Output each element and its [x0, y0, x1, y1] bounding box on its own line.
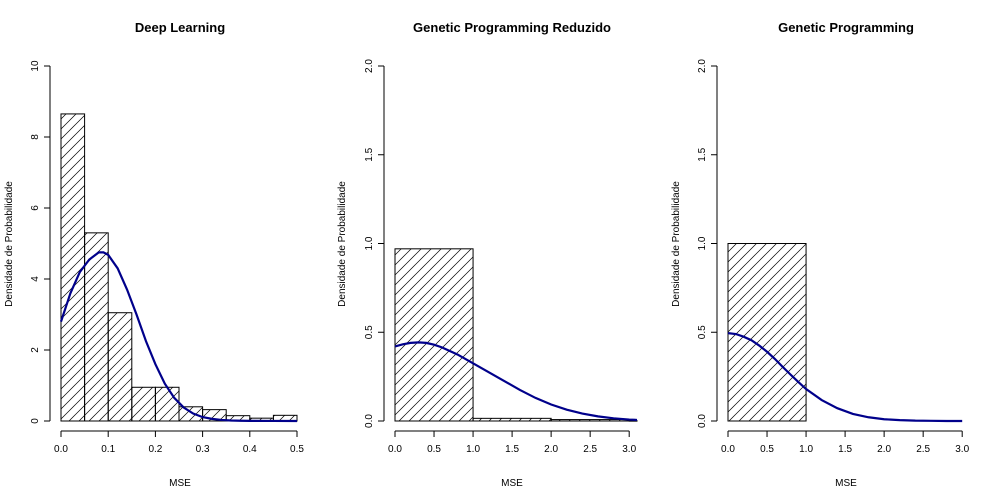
y-tick-label: 0 — [30, 418, 41, 424]
y-tick-label: 0.0 — [697, 414, 708, 428]
chart-deep-learning: Deep Learning MSE Densidade de Probabili… — [4, 20, 304, 489]
y-tick-label: 1.5 — [364, 147, 375, 161]
x-tick-label: 0.0 — [54, 444, 68, 455]
histogram-bar — [550, 419, 630, 422]
x-axis: 0.0 0.1 0.2 0.3 0.4 0.5 — [54, 430, 304, 455]
x-tick-label: 0.5 — [427, 444, 441, 455]
x-tick-label: 2.5 — [916, 444, 930, 455]
chart-title: Deep Learning — [135, 20, 225, 35]
x-tick-label: 0.0 — [388, 444, 402, 455]
x-tick-label: 0.5 — [760, 444, 774, 455]
y-tick-label: 2 — [30, 347, 41, 353]
x-axis-label: MSE — [835, 478, 857, 489]
y-axis-label: Densidade de Probabilidade — [4, 181, 15, 307]
x-tick-label: 1.5 — [505, 444, 519, 455]
x-axis-label: MSE — [169, 478, 191, 489]
chart-genetic-programming-reduzido: Genetic Programming Reduzido MSE Densida… — [337, 20, 638, 489]
y-axis-label: Densidade de Probabilidade — [671, 181, 682, 307]
x-axis: 0.0 0.5 1.0 1.5 2.0 2.5 3.0 — [721, 430, 970, 455]
x-tick-label: 0.4 — [243, 444, 257, 455]
x-tick-label: 2.0 — [877, 444, 891, 455]
histogram-bars — [394, 248, 638, 422]
histogram-bar — [472, 417, 552, 422]
histogram-bar — [178, 406, 204, 422]
y-tick-label: 1.5 — [697, 147, 708, 161]
histogram-bars — [60, 113, 298, 422]
y-axis: 0.0 0.5 1.0 1.5 2.0 — [364, 59, 385, 428]
y-tick-label: 8 — [30, 134, 41, 140]
y-tick-label: 2.0 — [697, 59, 708, 73]
y-axis: 0 2 4 6 8 10 — [30, 60, 51, 424]
y-tick-label: 0.5 — [697, 325, 708, 339]
y-axis-label: Densidade de Probabilidade — [337, 181, 348, 307]
chart-genetic-programming: Genetic Programming MSE Densidade de Pro… — [671, 20, 970, 489]
y-tick-label: 1.0 — [697, 236, 708, 250]
x-tick-label: 0.1 — [101, 444, 115, 455]
x-tick-label: 3.0 — [955, 444, 969, 455]
y-tick-label: 6 — [30, 205, 41, 211]
density-curve — [727, 332, 963, 423]
chart-title: Genetic Programming Reduzido — [413, 20, 611, 35]
chart-title: Genetic Programming — [778, 20, 914, 35]
histogram-bar — [394, 248, 474, 422]
histogram-bar — [131, 386, 156, 422]
y-tick-label: 2.0 — [364, 59, 375, 73]
x-tick-label: 1.0 — [466, 444, 480, 455]
density-curve — [59, 251, 298, 423]
x-tick-label: 2.5 — [583, 444, 597, 455]
histogram-bars — [727, 243, 807, 422]
y-tick-label: 10 — [30, 60, 41, 72]
x-axis: 0.0 0.5 1.0 1.5 2.0 2.5 3.0 — [388, 430, 637, 455]
x-tick-label: 2.0 — [544, 444, 558, 455]
x-tick-label: 3.0 — [622, 444, 636, 455]
y-axis: 0.0 0.5 1.0 1.5 2.0 — [697, 59, 718, 428]
histogram-bar — [154, 386, 180, 422]
x-tick-label: 0.0 — [721, 444, 735, 455]
x-axis-label: MSE — [501, 478, 523, 489]
x-tick-label: 0.3 — [196, 444, 210, 455]
x-tick-label: 1.5 — [838, 444, 852, 455]
x-tick-label: 1.0 — [799, 444, 813, 455]
histogram-bar — [60, 113, 86, 422]
x-tick-label: 0.5 — [290, 444, 304, 455]
x-tick-label: 0.2 — [148, 444, 162, 455]
histogram-bar — [727, 243, 807, 422]
histogram-bar — [107, 312, 133, 422]
y-tick-label: 0.0 — [364, 414, 375, 428]
y-tick-label: 4 — [30, 276, 41, 282]
y-tick-label: 1.0 — [364, 236, 375, 250]
density-curve — [394, 341, 638, 422]
y-tick-label: 0.5 — [364, 325, 375, 339]
